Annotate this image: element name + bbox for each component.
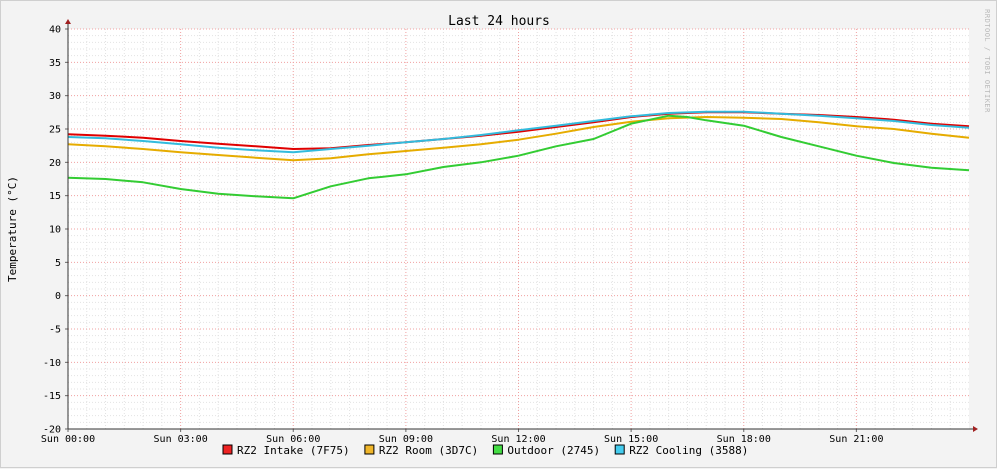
legend: RZ2 Intake (7F75) RZ2 Room (3D7C) Outdoor …	[222, 444, 748, 457]
x-tick-label: Sun 21:00	[829, 434, 883, 445]
series-line-3	[67, 110, 970, 154]
y-axis-ticks: 40 35 30 25 20 15 10 5 0 -5 -10 -15 -20	[43, 25, 68, 436]
x-tick-label: Sun 00:00	[41, 434, 95, 445]
series-lines	[67, 110, 970, 200]
y-tick-label: 25	[49, 125, 61, 136]
y-tick-label: -5	[49, 325, 61, 336]
axes	[65, 19, 978, 432]
chart-title: Last 24 hours	[448, 14, 550, 29]
series-line-1	[67, 116, 970, 162]
legend-swatch-3	[614, 444, 625, 455]
x-tick-label: Sun 18:00	[717, 434, 771, 445]
x-axis-arrow	[973, 426, 978, 432]
series-line-2	[67, 114, 970, 200]
y-tick-label: -20	[43, 425, 61, 436]
y-tick-label: 15	[49, 191, 61, 202]
x-tick-label: Sun 12:00	[491, 434, 545, 445]
rrdtool-watermark: RRDTOOL / TOBI OETIKER	[983, 9, 991, 113]
y-axis-arrow	[65, 19, 71, 24]
y-tick-label: 35	[49, 58, 61, 69]
y-tick-label: 0	[55, 291, 61, 302]
legend-label-3: RZ2 Cooling (3588)	[629, 444, 748, 457]
y-tick-label: -10	[43, 358, 61, 369]
legend-swatch-2	[492, 444, 503, 455]
y-tick-label: 30	[49, 91, 61, 102]
y-tick-label: 20	[49, 158, 61, 169]
legend-label-2: Outdoor (2745)	[507, 444, 600, 457]
x-tick-label: Sun 15:00	[604, 434, 658, 445]
x-axis-ticks: Sun 00:00 Sun 03:00 Sun 06:00 Sun 09:00 Sun …	[41, 429, 883, 445]
legend-swatch-0	[222, 444, 233, 455]
y-tick-label: 5	[55, 258, 61, 269]
x-tick-label: Sun 06:00	[266, 434, 320, 445]
x-tick-label: Sun 03:00	[154, 434, 208, 445]
y-tick-label: 10	[49, 225, 61, 236]
x-tick-label: Sun 09:00	[379, 434, 433, 445]
legend-label-0: RZ2 Intake (7F75)	[237, 444, 350, 457]
legend-swatch-1	[364, 444, 375, 455]
grid	[67, 28, 969, 430]
y-tick-label: 40	[49, 25, 61, 36]
y-axis-label: Temperature (°C)	[6, 176, 19, 282]
legend-label-1: RZ2 Room (3D7C)	[379, 444, 478, 457]
y-tick-label: -15	[43, 391, 61, 402]
